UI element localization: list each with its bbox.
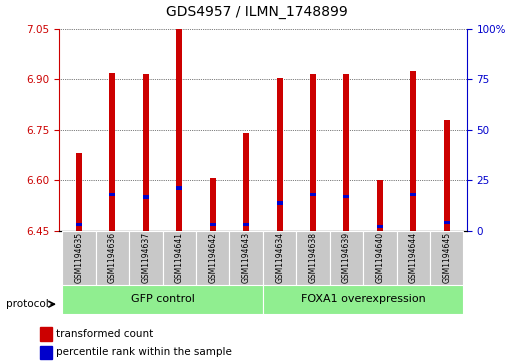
Bar — [243, 133, 249, 231]
Bar — [176, 186, 182, 189]
Bar — [76, 153, 82, 231]
Text: transformed count: transformed count — [56, 329, 153, 339]
Text: GSM1194641: GSM1194641 — [175, 232, 184, 283]
Bar — [410, 193, 417, 196]
Bar — [76, 223, 82, 227]
Bar — [63, 285, 263, 314]
Text: GSM1194636: GSM1194636 — [108, 232, 117, 283]
Bar — [176, 29, 182, 231]
Bar — [344, 74, 349, 231]
Bar — [277, 78, 283, 231]
Text: GSM1194644: GSM1194644 — [409, 232, 418, 283]
Bar — [444, 120, 450, 231]
Text: GDS4957 / ILMN_1748899: GDS4957 / ILMN_1748899 — [166, 5, 347, 20]
Bar — [263, 285, 463, 314]
Bar — [210, 179, 216, 231]
Bar — [40, 346, 51, 359]
Text: FOXA1 overexpression: FOXA1 overexpression — [301, 294, 426, 305]
Bar — [163, 231, 196, 285]
Text: GSM1194634: GSM1194634 — [275, 232, 284, 283]
Text: GSM1194643: GSM1194643 — [242, 232, 251, 283]
Bar — [310, 193, 316, 196]
Bar — [263, 231, 297, 285]
Bar — [143, 74, 149, 231]
Bar — [40, 327, 51, 341]
Text: percentile rank within the sample: percentile rank within the sample — [56, 347, 232, 358]
Bar — [330, 231, 363, 285]
Text: GSM1194645: GSM1194645 — [442, 232, 451, 283]
Text: protocol: protocol — [6, 299, 49, 309]
Bar — [277, 201, 283, 205]
Bar — [363, 231, 397, 285]
Text: GSM1194637: GSM1194637 — [142, 232, 150, 283]
Bar — [310, 74, 316, 231]
Bar — [109, 73, 115, 231]
Text: GSM1194640: GSM1194640 — [376, 232, 384, 283]
Bar — [297, 231, 330, 285]
Bar — [377, 180, 383, 231]
Bar — [229, 231, 263, 285]
Text: GSM1194639: GSM1194639 — [342, 232, 351, 283]
Bar — [129, 231, 163, 285]
Text: GSM1194638: GSM1194638 — [308, 232, 318, 283]
Bar — [377, 225, 383, 228]
Text: GSM1194642: GSM1194642 — [208, 232, 218, 283]
Bar — [63, 231, 96, 285]
Bar — [196, 231, 229, 285]
Bar — [96, 231, 129, 285]
Text: GSM1194635: GSM1194635 — [74, 232, 84, 283]
Bar — [410, 71, 417, 231]
Bar — [397, 231, 430, 285]
Bar — [344, 195, 349, 198]
Bar — [143, 195, 149, 199]
Text: GFP control: GFP control — [131, 294, 194, 305]
Bar — [243, 223, 249, 226]
Bar — [210, 223, 216, 227]
Bar — [109, 193, 115, 196]
Bar — [430, 231, 463, 285]
Bar — [444, 221, 450, 224]
